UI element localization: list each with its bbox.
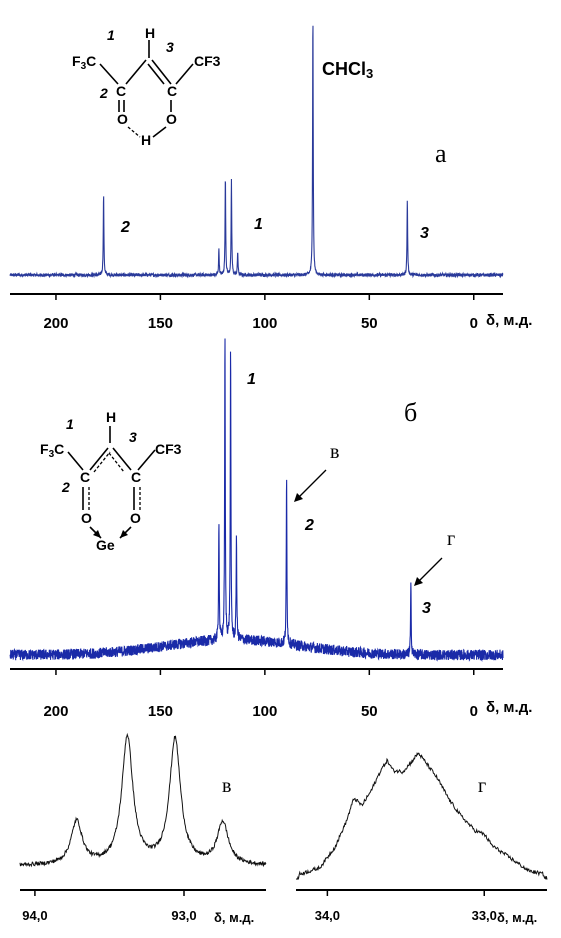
panel-b: 200 150 100 50 0 б δ, м.д. 1 2 3 в г F3C 1 H…	[9, 338, 532, 720]
svg-text:F3C: F3C	[72, 53, 96, 72]
panel-b-peak-label-2: 2	[304, 517, 314, 534]
svg-text:Ge: Ge	[96, 537, 115, 553]
svg-text:CF3: CF3	[155, 441, 182, 457]
panel-v-label: в	[222, 775, 231, 797]
panel-a-label: а	[435, 139, 447, 168]
panel-b-callout-v: в	[330, 441, 339, 463]
svg-text:3: 3	[129, 429, 137, 445]
panel-g: 34,0 33,0 г δ, м.д.	[295, 752, 548, 925]
svg-text:O: O	[130, 510, 141, 526]
panel-b-peak-label-3: 3	[422, 600, 431, 617]
panel-v-xlabel: δ, м.д.	[214, 910, 254, 925]
panel-v: 94,0 93,0 в δ, м.д.	[19, 732, 267, 925]
svg-text:1: 1	[66, 416, 74, 432]
svg-text:O: O	[117, 111, 128, 127]
svg-text:1: 1	[107, 27, 115, 43]
svg-text:H: H	[106, 409, 116, 425]
svg-text:CF3: CF3	[194, 53, 221, 69]
svg-text:F3C: F3C	[40, 441, 64, 460]
panel-a-tick-label: 0	[470, 315, 478, 332]
svg-text:2: 2	[61, 479, 70, 495]
panel-a-peak-label-3: 3	[420, 225, 429, 242]
panel-a: 200 150 100 50 0 а δ, м.д. 2 1 3 CHCl3 F3C 1…	[9, 25, 532, 332]
panel-g-tick-label: 34,0	[315, 908, 340, 923]
panel-b-peak-label-1: 1	[247, 371, 256, 388]
panel-b-molecule-structure: F3C 1 H 3 CF3 2 C C O O Ge	[40, 409, 182, 553]
panel-b-label: б	[404, 398, 417, 427]
svg-text:O: O	[166, 111, 177, 127]
svg-text:C: C	[167, 83, 177, 99]
panel-v-tick-label: 93,0	[171, 908, 196, 923]
panel-b-callout-arrows	[294, 469, 443, 586]
panel-a-axis-ticks: 200 150 100 50 0	[43, 294, 478, 332]
svg-text:H: H	[145, 25, 155, 41]
panel-b-spectrum-trace	[9, 338, 504, 663]
panel-g-xlabel: δ, м.д.	[497, 910, 537, 925]
panel-g-spectrum-trace	[295, 752, 548, 881]
panel-a-xlabel: δ, м.д.	[486, 312, 532, 329]
svg-text:C: C	[131, 469, 141, 485]
panel-b-tick-label: 50	[361, 703, 378, 720]
panel-g-tick-label: 33,0	[472, 908, 497, 923]
panel-a-tick-label: 200	[43, 315, 68, 332]
panel-b-tick-label: 150	[148, 703, 173, 720]
svg-text:C: C	[116, 83, 126, 99]
panel-b-xlabel: δ, м.д.	[486, 699, 532, 716]
panel-a-tick-label: 50	[361, 315, 378, 332]
panel-b-callout-g: г	[447, 528, 455, 550]
panel-a-peak-label-1: 1	[254, 216, 263, 233]
panel-g-label: г	[478, 775, 486, 797]
svg-text:O: O	[81, 510, 92, 526]
svg-text:C: C	[80, 469, 90, 485]
panel-v-tick-label: 94,0	[22, 908, 47, 923]
panel-a-solvent-label: CHCl3	[322, 59, 373, 81]
svg-text:2: 2	[99, 85, 108, 101]
panel-v-axis-ticks: 94,0 93,0	[22, 890, 197, 923]
panel-a-spectrum-trace	[9, 25, 504, 279]
panel-b-tick-label: 200	[43, 703, 68, 720]
panel-v-spectrum-trace	[19, 732, 267, 868]
panel-a-tick-label: 150	[148, 315, 173, 332]
svg-text:3: 3	[166, 39, 174, 55]
panel-a-molecule-structure: F3C 1 H 3 CF3 2 C C O O H	[72, 25, 221, 148]
panel-a-tick-label: 100	[252, 315, 277, 332]
svg-text:H: H	[141, 132, 151, 148]
panel-b-tick-label: 100	[252, 703, 277, 720]
panel-g-axis-ticks: 34,0 33,0	[315, 890, 497, 923]
panel-a-peak-label-2: 2	[120, 219, 130, 236]
panel-b-axis-ticks: 200 150 100 50 0	[43, 669, 478, 720]
panel-b-tick-label: 0	[470, 703, 478, 720]
